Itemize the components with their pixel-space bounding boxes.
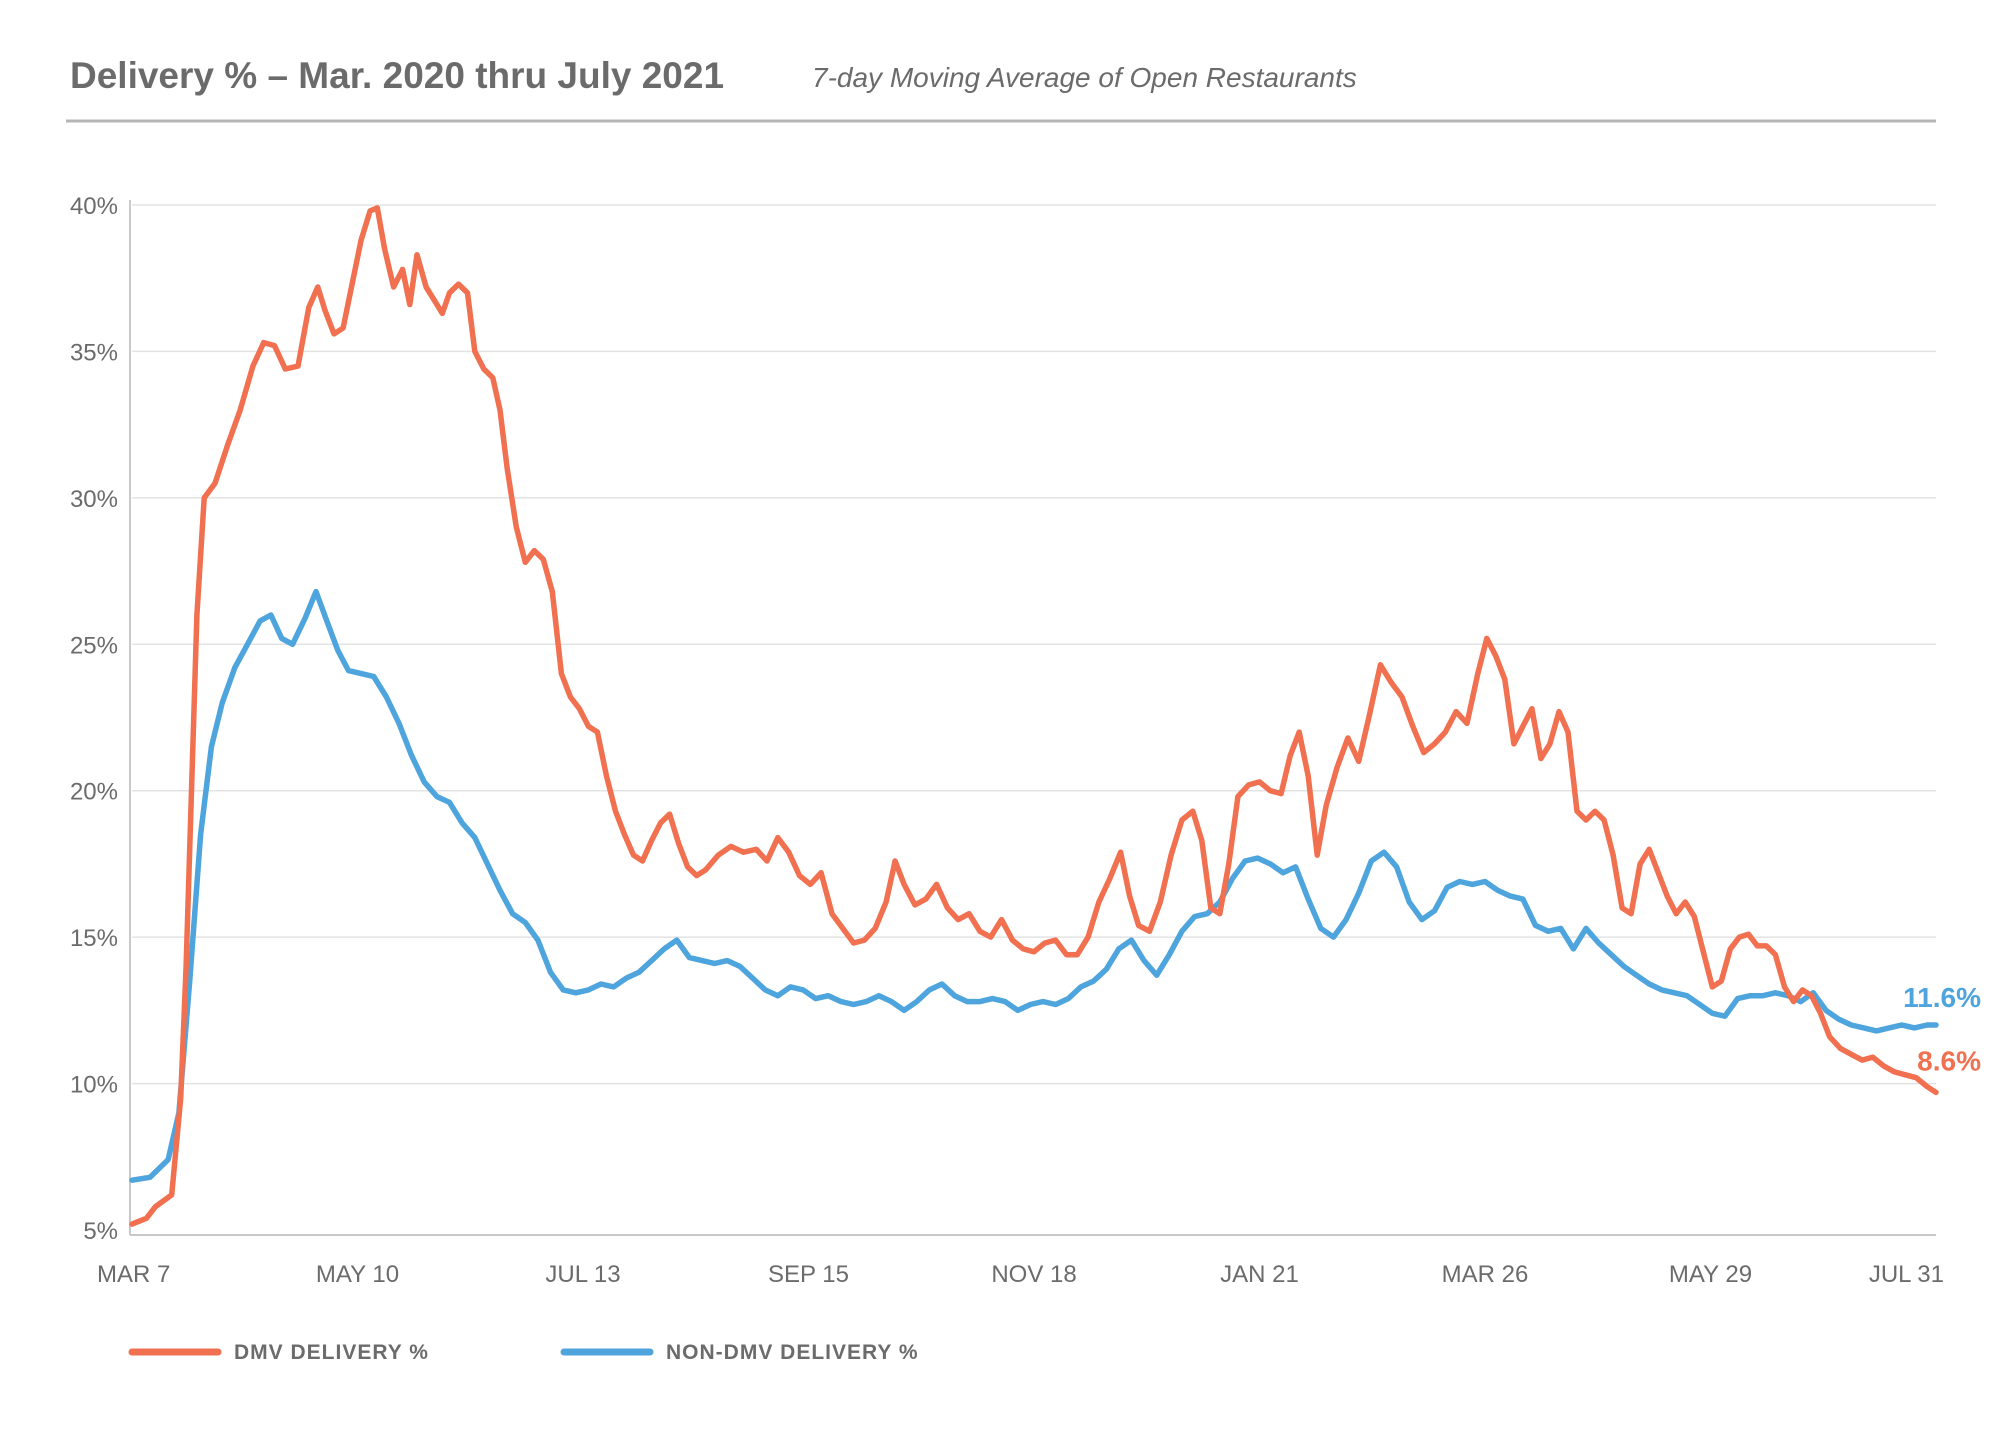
chart-title: Delivery % – Mar. 2020 thru July 2021 <box>70 55 724 96</box>
x-tick-label: MAR 26 <box>1442 1261 1529 1288</box>
y-axis-ticks: 5% 10% 15% 20% 25% 30% 35% 40% <box>70 193 118 1245</box>
legend-label-dmv: DMV DELIVERY % <box>234 1341 429 1364</box>
x-tick-label: JAN 21 <box>1220 1261 1299 1288</box>
y-tick-label: 10% <box>70 1072 118 1099</box>
series-line-dmv <box>129 205 1939 1227</box>
y-tick-label: 25% <box>70 632 118 659</box>
x-tick-label: MAY 10 <box>316 1261 399 1288</box>
y-tick-label: 5% <box>83 1218 118 1245</box>
y-tick-label: 15% <box>70 925 118 952</box>
x-tick-label: JUL 13 <box>545 1261 620 1288</box>
end-labels: 8.6% 11.6% <box>1903 982 1981 1076</box>
x-tick-label: JUL 31 <box>1869 1261 1944 1288</box>
series-group <box>129 205 1939 1227</box>
y-tick-label: 40% <box>70 193 118 220</box>
x-tick-label: MAR 7 <box>97 1261 170 1288</box>
end-label-dmv: 8.6% <box>1917 1045 1981 1076</box>
end-label-non-dmv: 11.6% <box>1903 982 1981 1013</box>
series-line-non-dmv <box>129 588 1939 1183</box>
chart-subtitle: 7-day Moving Average of Open Restaurants <box>812 62 1357 93</box>
y-tick-label: 20% <box>70 779 118 806</box>
x-tick-label: MAY 29 <box>1669 1261 1752 1288</box>
y-tick-label: 35% <box>70 339 118 366</box>
x-axis-ticks: MAR 7 MAY 10 JUL 13 SEP 15 NOV 18 JAN 21 MAR 2… <box>97 1261 1944 1288</box>
legend-label-non-dmv: NON-DMV DELIVERY % <box>666 1341 919 1364</box>
y-tick-label: 30% <box>70 486 118 513</box>
legend: DMV DELIVERY % NON-DMV DELIVERY % <box>128 1341 919 1364</box>
x-tick-label: SEP 15 <box>768 1261 849 1288</box>
x-tick-label: NOV 18 <box>991 1261 1076 1288</box>
